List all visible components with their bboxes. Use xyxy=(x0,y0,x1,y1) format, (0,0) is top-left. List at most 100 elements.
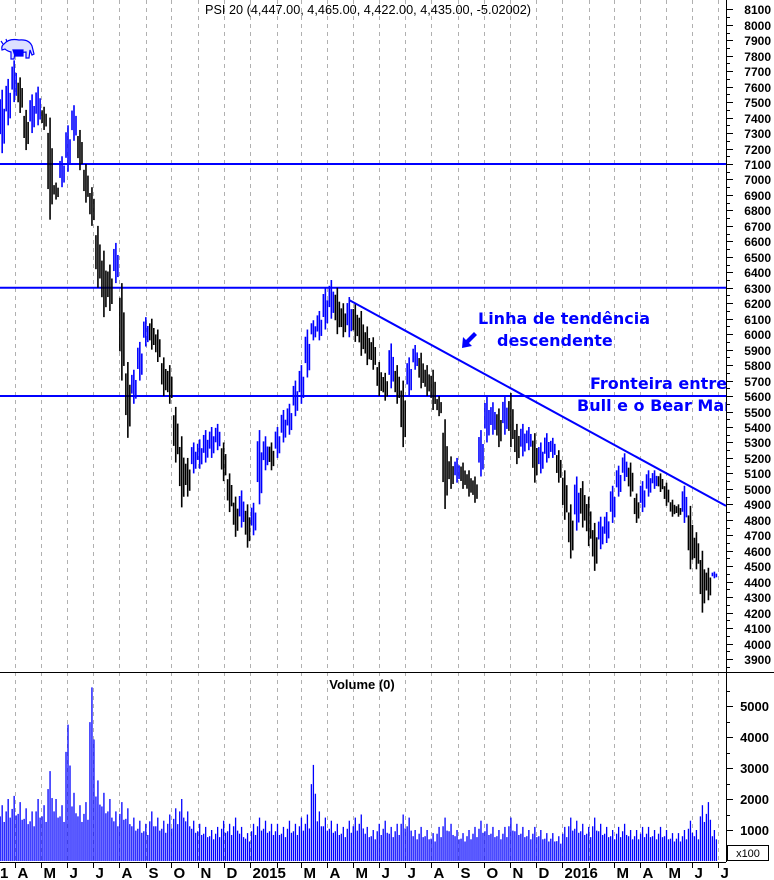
volume-bar xyxy=(23,808,29,861)
price-bar xyxy=(208,426,215,458)
volume-bar xyxy=(621,823,628,861)
price-tick-label: 7900 xyxy=(744,34,771,48)
volume-bar xyxy=(400,814,406,861)
price-bar xyxy=(232,496,239,537)
volume-bars xyxy=(0,687,718,861)
month-label: O xyxy=(174,865,186,880)
price-tick-label: 4000 xyxy=(744,638,771,652)
volume-bar xyxy=(502,826,508,861)
volume-bar xyxy=(370,830,376,861)
price-bar xyxy=(125,362,131,438)
volume-tick-label: 4000 xyxy=(740,730,769,745)
volume-bar xyxy=(598,823,604,861)
price-bar xyxy=(549,437,556,458)
price-tick-label: 7200 xyxy=(744,143,771,157)
price-tick-label: 7300 xyxy=(744,127,771,141)
price-bar xyxy=(322,287,329,330)
price-bar xyxy=(89,187,95,226)
volume-bar xyxy=(406,817,412,861)
volume-bar xyxy=(580,823,586,861)
volume-bar xyxy=(352,817,358,861)
price-bar xyxy=(65,125,71,172)
volume-axis: 1000 2000 3000 4000 5000 xyxy=(726,691,769,847)
price-bar xyxy=(466,470,472,497)
volume-bar xyxy=(711,830,718,861)
price-bar xyxy=(11,60,17,103)
price-bar xyxy=(597,516,604,550)
price-bar xyxy=(23,109,29,151)
trend-annotation-line1: Linha de tendência xyxy=(478,309,650,328)
volume-bar xyxy=(496,830,502,861)
volume-bar xyxy=(484,823,490,861)
volume-bar xyxy=(0,805,5,861)
volume-bar xyxy=(639,826,646,861)
price-bar xyxy=(71,105,77,141)
price-tick-label: 6100 xyxy=(744,313,771,327)
price-bar xyxy=(585,496,592,547)
volume-bar xyxy=(208,830,215,861)
volume-bar xyxy=(179,799,185,861)
volume-bar xyxy=(394,823,400,861)
volume-bar xyxy=(53,799,59,861)
volume-bar xyxy=(508,817,514,861)
price-bar xyxy=(143,317,149,347)
month-label: A xyxy=(330,865,341,880)
price-bar xyxy=(286,403,293,435)
price-tick-label: 6400 xyxy=(744,266,771,280)
price-bar xyxy=(316,310,323,341)
volume-bar xyxy=(274,823,281,861)
price-bar xyxy=(496,408,502,448)
price-bar xyxy=(292,380,299,417)
volume-bar xyxy=(346,820,352,861)
price-tick-label: 4600 xyxy=(744,545,771,559)
volume-bar xyxy=(675,833,682,861)
volume-bar xyxy=(250,823,257,861)
price-bar xyxy=(448,456,454,489)
volume-bar xyxy=(214,826,221,861)
price-bar xyxy=(669,499,676,517)
boundary-annotation-line1: Fronteira entre xyxy=(590,374,727,393)
volume-bar xyxy=(364,826,370,861)
price-bar xyxy=(83,164,89,203)
volume-tick-label: 1000 xyxy=(740,823,769,838)
trend-annotation: Linha de tendência descendente xyxy=(462,309,650,350)
price-bar xyxy=(77,129,83,171)
month-label: S xyxy=(461,865,471,880)
price-bar xyxy=(214,423,221,451)
price-bars xyxy=(0,60,718,613)
volume-bar xyxy=(292,823,299,861)
price-bar xyxy=(657,473,664,492)
volume-bar xyxy=(41,805,47,861)
price-tick-label: 7400 xyxy=(744,112,771,126)
price-tick-label: 7500 xyxy=(744,96,771,110)
volume-bar xyxy=(556,836,562,861)
price-bar xyxy=(328,280,335,319)
price-bar xyxy=(244,504,251,548)
volume-tick-label: 5000 xyxy=(740,699,769,714)
price-bar xyxy=(5,78,11,126)
price-bar xyxy=(238,490,245,528)
price-bar xyxy=(29,94,35,134)
price-bar xyxy=(520,423,526,457)
price-tick-label: 5300 xyxy=(744,436,771,450)
volume-bar xyxy=(310,764,317,861)
boundary-annotation-line2: Bull e o Bear Mar xyxy=(577,396,732,415)
volume-bar xyxy=(460,833,466,861)
price-bar xyxy=(334,287,341,335)
volume-bar xyxy=(627,830,634,861)
volume-bar xyxy=(161,820,167,861)
bull-icon xyxy=(0,38,35,60)
price-bar xyxy=(166,365,173,404)
price-bar xyxy=(418,352,424,389)
volume-bar xyxy=(47,771,53,861)
volume-bar xyxy=(238,826,245,861)
price-tick-label: 6800 xyxy=(744,204,771,218)
month-label: A xyxy=(18,865,29,880)
volume-bar xyxy=(430,833,436,861)
month-label: M xyxy=(304,865,317,880)
price-bar xyxy=(532,433,538,483)
price-tick-label: 4800 xyxy=(744,514,771,528)
price-tick-label: 5500 xyxy=(744,406,771,420)
price-bar xyxy=(711,571,718,579)
price-tick-label: 3900 xyxy=(744,653,771,667)
